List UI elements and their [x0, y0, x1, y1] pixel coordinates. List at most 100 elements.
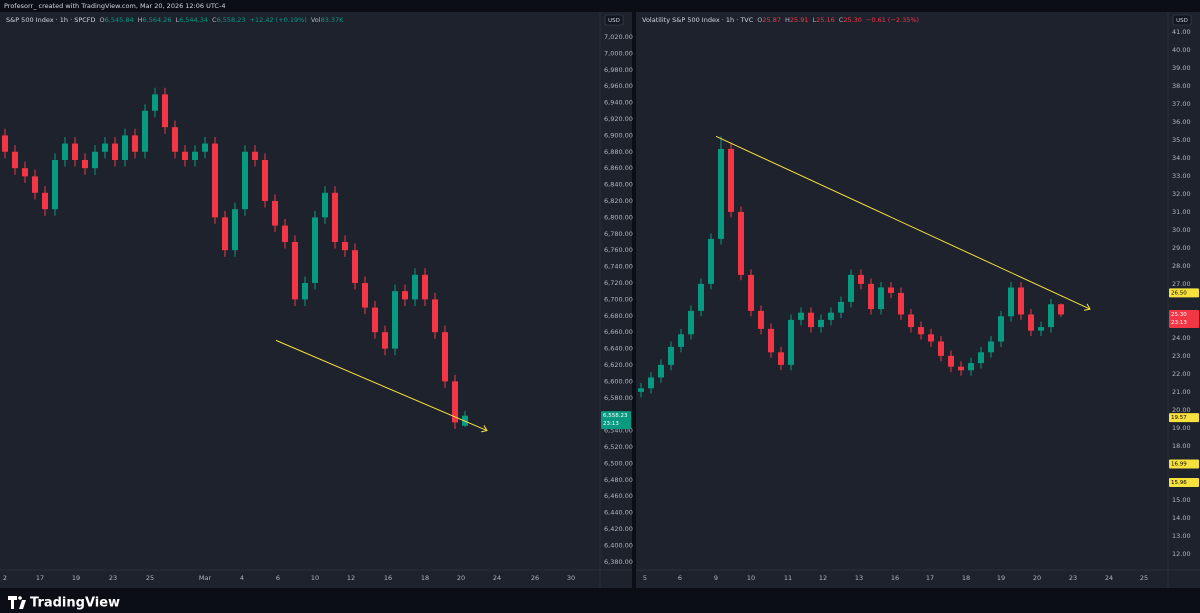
- y-tick-label: 18.00: [1172, 442, 1191, 450]
- x-tick-label: 26: [531, 574, 539, 582]
- candle-body: [272, 200, 278, 226]
- candle-body: [868, 283, 874, 310]
- candle-body: [758, 310, 764, 329]
- candle-body: [262, 159, 268, 201]
- legend-value: −0.61 (−2.35%): [866, 16, 919, 24]
- candle-body: [998, 316, 1004, 342]
- candle-body: [978, 352, 984, 364]
- candle-body: [252, 151, 258, 160]
- candle-body: [392, 291, 398, 349]
- candle-body: [718, 148, 724, 239]
- price-countdown: 23:13: [603, 421, 619, 427]
- candle-body: [192, 151, 198, 160]
- candle-body: [12, 151, 18, 169]
- legend-value: 25.16: [816, 16, 835, 24]
- x-tick-label: 13: [855, 574, 863, 582]
- y-tick-label: 40.00: [1172, 46, 1191, 54]
- trendline: [275, 339, 488, 432]
- candle-body: [988, 341, 994, 353]
- y-tick-label: 7,000.00: [604, 49, 633, 57]
- candle-body: [898, 292, 904, 315]
- legend-key: C: [839, 16, 844, 24]
- y-tick-label: 41.00: [1172, 28, 1191, 36]
- candles: [2, 87, 468, 429]
- y-tick-label: 6,380.00: [604, 558, 633, 566]
- y-tick-label: 6,840.00: [604, 181, 633, 189]
- x-tick-label: Mar: [199, 574, 212, 582]
- candle-body: [452, 381, 458, 423]
- candle-body: [948, 355, 954, 367]
- trendline: [715, 135, 1091, 310]
- y-tick-label: 36.00: [1172, 118, 1191, 126]
- price-label-box: [1169, 459, 1199, 469]
- candle-body: [788, 319, 794, 365]
- candle-body: [748, 274, 754, 311]
- y-tick-label: 14.00: [1172, 514, 1191, 522]
- candle-body: [1048, 304, 1054, 328]
- y-tick-label: 39.00: [1172, 64, 1191, 72]
- y-tick-label: 6,960.00: [604, 82, 633, 90]
- candle-body: [798, 312, 804, 320]
- candle-body: [1058, 304, 1064, 315]
- legend-symbol: Volatility S&P 500 Index · 1h · TVC: [642, 16, 754, 24]
- legend-key: H: [785, 16, 790, 24]
- candle-body: [1028, 314, 1034, 331]
- candle-body: [808, 312, 814, 328]
- y-tick-label: 6,880.00: [604, 148, 633, 156]
- candle-body: [142, 110, 148, 152]
- candle-body: [112, 143, 118, 160]
- y-tick-label: 21.00: [1172, 388, 1191, 396]
- legend-value: 83.37K: [321, 16, 345, 24]
- candle-body: [648, 377, 654, 389]
- y-tick-label: 38.00: [1172, 82, 1191, 90]
- x-tick-label: 25: [1140, 574, 1148, 582]
- x-tick-label: 17: [926, 574, 934, 582]
- candle-body: [928, 334, 934, 342]
- y-tick-label: 6,760.00: [604, 246, 633, 254]
- legend-key: H: [138, 16, 143, 24]
- price-label: 26.50: [1171, 290, 1187, 296]
- y-tick-label: 6,580.00: [604, 394, 633, 402]
- candle-body: [372, 307, 378, 333]
- logo-mark: [8, 596, 26, 609]
- x-tick-label: 9: [714, 574, 718, 582]
- y-tick-label: 6,440.00: [604, 509, 633, 517]
- legend-value: 6,564.26: [143, 16, 172, 24]
- candle-body: [352, 250, 358, 283]
- candles: [638, 136, 1064, 398]
- legend-key: O: [757, 16, 762, 24]
- legend-value: 25.30: [843, 16, 862, 24]
- candle-body: [202, 143, 208, 152]
- legend: S&P 500 Index · 1h · SPCFD O6,545.84 H6,56…: [6, 16, 344, 24]
- candle-body: [442, 332, 448, 382]
- candle-body: [728, 148, 734, 212]
- x-tick-label: 19: [72, 574, 80, 582]
- y-tick-label: 6,500.00: [604, 459, 633, 467]
- trendline-arrow: [1084, 303, 1091, 311]
- legend-symbol: S&P 500 Index · 1h · SPCFD: [6, 16, 96, 24]
- x-tick-label: 25: [146, 574, 154, 582]
- y-tick-label: 6,640.00: [604, 345, 633, 353]
- legend-value: +12.42 (+0.19%): [250, 16, 307, 24]
- x-tick-label: 24: [493, 574, 501, 582]
- y-tick-label: 6,820.00: [604, 197, 633, 205]
- candle-body: [382, 332, 388, 349]
- candle-body: [668, 346, 674, 365]
- candle-body: [182, 151, 188, 160]
- y-tick-label: 6,620.00: [604, 361, 633, 369]
- candle-body: [32, 176, 38, 193]
- candle-body: [918, 327, 924, 335]
- candle-body: [1008, 287, 1014, 317]
- y-tick-label: 12.00: [1172, 550, 1191, 558]
- candle-body: [638, 388, 644, 392]
- y-tick-label: 37.00: [1172, 100, 1191, 108]
- legend-key: L: [175, 16, 179, 24]
- y-tick-label: 29.00: [1172, 244, 1191, 252]
- y-tick-label: 6,720.00: [604, 279, 633, 287]
- legend-key: C: [212, 16, 217, 24]
- candle-body: [958, 366, 964, 371]
- price-label-box: [1169, 288, 1199, 298]
- price-label: 25.30: [1171, 312, 1187, 318]
- y-tick-label: 28.00: [1172, 262, 1191, 270]
